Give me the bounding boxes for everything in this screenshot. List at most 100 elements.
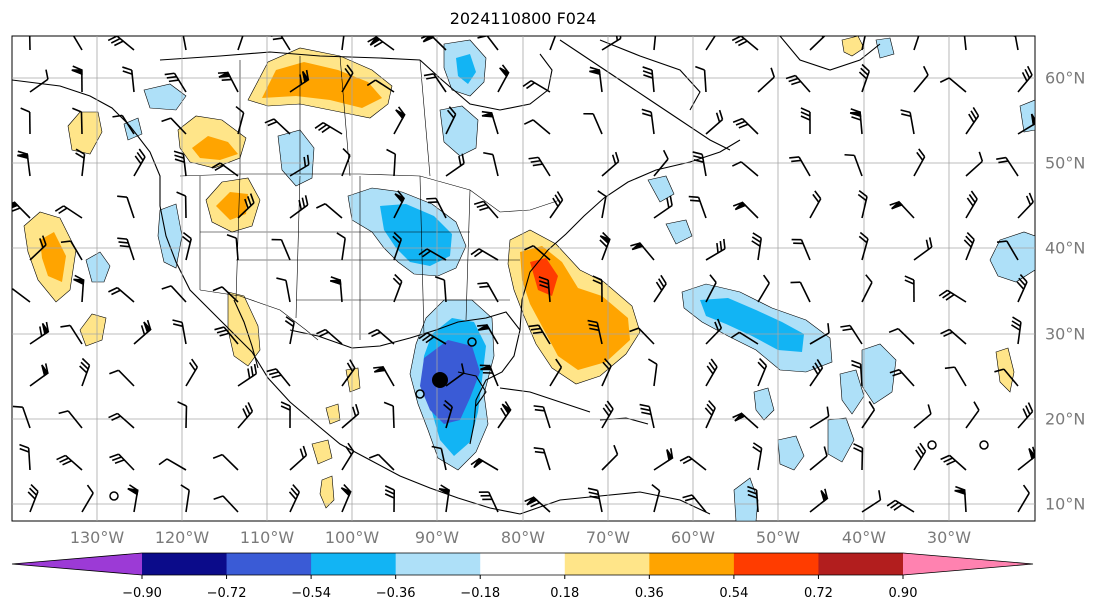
wind-barb xyxy=(314,121,343,135)
wind-barb xyxy=(732,117,759,135)
colorbar-tick-label: 0.18 xyxy=(550,586,580,601)
calm-marker xyxy=(415,389,425,399)
wind-barb xyxy=(601,36,622,51)
wind-barb xyxy=(289,195,309,219)
wind-barb xyxy=(900,109,915,135)
wind-barb xyxy=(177,401,188,429)
wind-barb xyxy=(861,401,876,429)
colorbar-segment xyxy=(142,553,228,575)
wind-barb xyxy=(384,485,396,513)
wind-barb xyxy=(592,275,603,303)
wind-barb xyxy=(316,328,343,345)
negative-anomaly-mid-atlantic-2 xyxy=(839,369,865,415)
wind-barb xyxy=(809,323,830,345)
wind-barb xyxy=(629,327,655,345)
negative-anomaly-canada-e xyxy=(647,175,675,203)
wind-barb xyxy=(54,205,83,219)
negative-anomaly-small-e xyxy=(753,387,775,421)
wind-barb xyxy=(426,197,447,219)
wind-barb xyxy=(366,79,395,93)
wind-barb xyxy=(538,276,551,303)
wind-barb xyxy=(445,363,465,387)
wind-barb xyxy=(173,150,187,177)
wind-barb xyxy=(478,491,499,513)
coastline-baffin xyxy=(599,39,701,111)
coastline-labrador xyxy=(559,39,731,151)
wind-barb xyxy=(944,366,967,387)
wind-barb xyxy=(276,277,291,303)
wind-barb xyxy=(280,401,291,429)
wind-barb xyxy=(17,150,31,177)
wind-barb xyxy=(889,200,915,219)
wind-barb xyxy=(284,316,295,345)
calm-marker xyxy=(979,440,989,450)
wind-barb-layer xyxy=(12,36,1035,513)
negative-anomaly-pacific-n xyxy=(143,83,187,111)
wind-barb xyxy=(757,67,775,93)
wind-barb xyxy=(757,357,768,387)
wind-barb xyxy=(858,63,871,93)
negative-anomaly-pacific-w xyxy=(85,251,111,283)
wind-barb xyxy=(185,358,199,387)
wind-barb xyxy=(858,231,869,261)
wind-barb xyxy=(60,240,83,261)
wind-barb xyxy=(56,454,83,471)
wind-barb xyxy=(237,36,246,51)
coastline-arctic xyxy=(159,51,421,61)
wind-barb xyxy=(497,401,512,429)
wind-barb xyxy=(996,156,1019,177)
wind-barb xyxy=(524,244,551,261)
wind-barb xyxy=(938,289,967,303)
wind-barb xyxy=(1017,484,1030,513)
wind-barb xyxy=(705,318,723,345)
wind-barb xyxy=(809,406,830,429)
wind-barb xyxy=(704,400,716,429)
wind-barb xyxy=(470,248,499,261)
wind-barb xyxy=(373,365,395,387)
negative-anomaly-ontario xyxy=(439,105,479,157)
wind-barb xyxy=(752,442,763,471)
state-lines xyxy=(199,173,520,340)
wind-barb xyxy=(289,445,308,471)
wind-barb xyxy=(533,447,551,471)
wind-barb xyxy=(751,232,763,261)
positive-anomaly-small-1 xyxy=(311,439,333,465)
graticule xyxy=(12,36,1035,521)
wind-barb xyxy=(533,405,551,429)
wind-barb xyxy=(29,235,47,261)
wind-barb xyxy=(705,109,724,135)
wind-barb xyxy=(289,154,310,177)
positive-anomaly-atlantic-peak xyxy=(530,258,558,296)
wind-barb xyxy=(133,319,152,345)
wind-barb xyxy=(913,237,933,261)
wind-barb xyxy=(158,458,187,471)
wind-barb xyxy=(809,190,822,219)
wind-barb xyxy=(809,36,827,51)
wind-barb xyxy=(12,201,31,219)
coastline-gulf xyxy=(289,311,521,445)
wind-barb xyxy=(386,148,397,177)
longitude-tick-label: 30°W xyxy=(926,528,972,547)
wind-barb xyxy=(117,237,135,261)
wind-barb xyxy=(336,232,346,261)
wind-barb xyxy=(418,248,447,261)
wind-barb xyxy=(29,363,49,387)
wind-barb xyxy=(1016,274,1028,303)
wind-barb xyxy=(642,66,655,93)
negative-anomaly-east-atlantic xyxy=(989,231,1035,283)
wind-barb xyxy=(368,453,395,471)
wind-barb xyxy=(913,148,926,177)
wind-barb xyxy=(213,495,239,513)
province-lines xyxy=(239,55,431,177)
wind-barb xyxy=(731,36,759,51)
colorbar-tick-label: 0.36 xyxy=(634,586,664,601)
colorbar-segment xyxy=(226,553,312,575)
us-mexico-border xyxy=(199,289,319,341)
wind-barb xyxy=(840,324,863,345)
wind-barb xyxy=(12,288,31,303)
wind-barb xyxy=(651,483,661,513)
wind-barb xyxy=(522,80,551,93)
wind-barb xyxy=(393,190,406,219)
wind-barb xyxy=(27,483,39,513)
